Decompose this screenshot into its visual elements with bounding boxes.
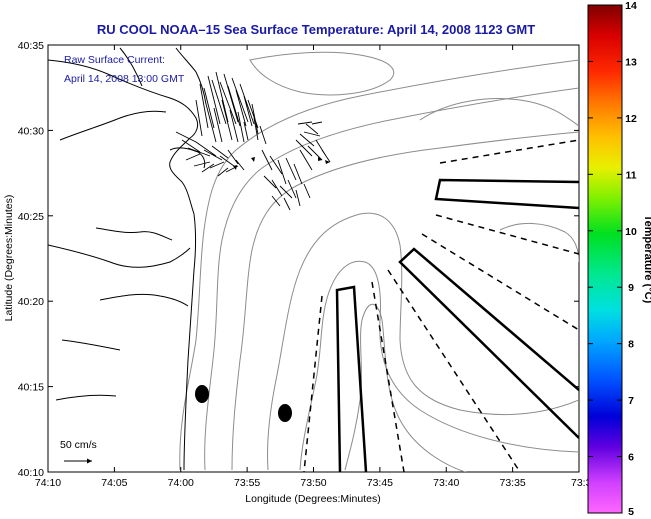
zone-southeast-channel — [398, 247, 579, 439]
colorbar-tick-label: 8 — [628, 339, 634, 351]
colorbar-tick-label: 10 — [625, 226, 637, 238]
x-tick-label: 73:45 — [367, 477, 393, 489]
y-axis: 40:35 40:30 40:25 40:20 40:15 40:10 — [18, 40, 579, 479]
x-tick-label: 73:35 — [499, 477, 525, 489]
colorbar-tick-label: 7 — [628, 395, 634, 407]
y-axis-label: Latitude (Degrees:Minutes) — [3, 195, 15, 322]
chart-title: RU COOL NOAA–15 Sea Surface Temperature:… — [97, 22, 535, 37]
y-tick-label: 40:25 — [18, 211, 44, 223]
zone-east-channel — [434, 178, 579, 210]
colorbar-tick-label: 9 — [628, 282, 634, 294]
current-vectors — [64, 71, 331, 462]
x-tick-label: 73:50 — [300, 477, 326, 489]
colorbar-tick-label: 14 — [625, 0, 637, 12]
x-tick-label: 73:55 — [234, 477, 260, 489]
x-tick-label: 73:3 — [571, 477, 592, 489]
colorbar — [587, 4, 623, 514]
y-tick-label: 40:15 — [18, 382, 44, 394]
colorbar-ticks: 14 13 12 11 10 9 8 7 6 5 — [588, 0, 637, 518]
x-tick-label: 74:05 — [101, 477, 127, 489]
annotation-line-2: April 14, 2008 13:00 GMT — [64, 73, 185, 85]
y-tick-label: 40:30 — [18, 125, 44, 137]
y-tick-label: 40:35 — [18, 40, 44, 52]
annotation-line-1: Raw Surface Current: — [64, 54, 165, 66]
colorbar-tick-label: 6 — [628, 452, 634, 464]
x-tick-label: 74:00 — [168, 477, 194, 489]
exclusion-zones — [335, 178, 579, 472]
marker-dot — [195, 385, 209, 403]
x-axis: 74:10 74:05 74:00 73:55 73:50 73:45 73:40 73:35… — [35, 45, 592, 489]
x-tick-label: 74:10 — [35, 477, 61, 489]
colorbar-label: Temperature (°C) — [642, 215, 651, 304]
colorbar-tick-label: 13 — [625, 56, 637, 68]
scale-label: 50 cm/s — [60, 439, 97, 451]
dashed-boundaries — [303, 139, 579, 472]
y-tick-label: 40:10 — [18, 467, 44, 479]
colorbar-tick-label: 11 — [625, 169, 636, 181]
y-tick-label: 40:20 — [18, 296, 44, 308]
marker-dot — [278, 404, 292, 422]
zone-south-channel — [335, 285, 368, 472]
vector-arrowheads — [87, 157, 330, 464]
x-axis-label: Longitude (Degrees:Minutes) — [245, 493, 380, 505]
colorbar-tick-label: 5 — [628, 506, 634, 518]
colorbar-tick-label: 12 — [625, 113, 637, 125]
x-tick-label: 73:40 — [433, 477, 459, 489]
plot-area — [47, 44, 580, 473]
